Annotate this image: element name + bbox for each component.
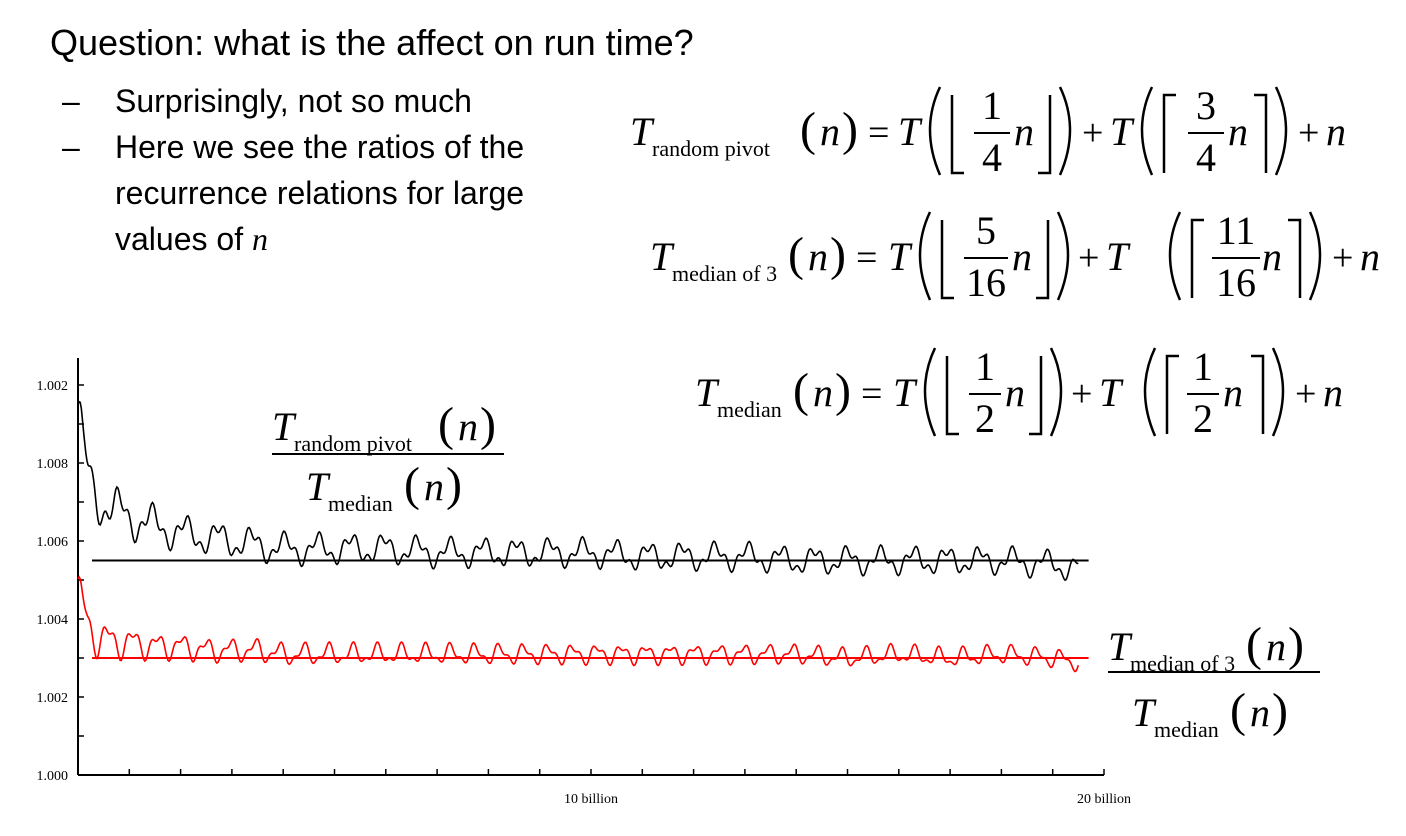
svg-text:=: = — [868, 112, 889, 154]
svg-text:(: ( — [404, 458, 420, 511]
svg-text:T: T — [893, 370, 918, 415]
slide-title: Question: what is the affect on run time… — [50, 22, 694, 63]
equation-subscript: random pivot — [652, 136, 770, 161]
svg-text:+: + — [1298, 112, 1319, 154]
svg-text:T: T — [1099, 370, 1124, 415]
svg-text:=: = — [861, 373, 882, 415]
y-tick-label: 1.004 — [37, 613, 69, 628]
fraction-numerator: 3 — [1196, 83, 1216, 128]
svg-text:n: n — [1360, 234, 1380, 279]
y-tick-label: 1.002 — [37, 691, 69, 706]
fraction-denominator: 4 — [982, 135, 1002, 180]
svg-text:T: T — [888, 234, 913, 279]
svg-text:): ) — [1272, 684, 1288, 737]
fraction-numerator: 1 — [975, 344, 995, 389]
svg-text:n: n — [820, 109, 840, 154]
equation-random-pivot: T random pivot ( n ) = T 1 4 n + T 3 4 n… — [630, 83, 1346, 180]
svg-text:n: n — [1262, 234, 1282, 279]
paren: ( — [800, 103, 816, 156]
series-line — [77, 400, 1079, 582]
equation-subscript: median of 3 — [672, 261, 777, 286]
svg-text:n: n — [1005, 370, 1025, 415]
svg-text:+: + — [1071, 373, 1092, 415]
svg-text:+: + — [1295, 373, 1316, 415]
svg-text:n: n — [458, 404, 478, 449]
y-tick-label: 1.006 — [37, 535, 69, 550]
svg-text:T: T — [630, 109, 655, 154]
bullet-text: Here we see the ratios of the recurrence… — [115, 124, 615, 262]
svg-text:n: n — [813, 370, 833, 415]
ratio-label-random-pivot: T random pivot ( n ) T median ( n ) — [272, 398, 504, 516]
bullet-text: Surprisingly, not so much — [115, 83, 472, 119]
svg-text:T: T — [272, 404, 297, 449]
ratio-denominator-subscript: median — [328, 491, 393, 516]
svg-text:): ) — [830, 228, 846, 281]
fraction-denominator: 4 — [1196, 135, 1216, 180]
fraction-denominator: 2 — [975, 396, 995, 441]
svg-text:n: n — [1012, 234, 1032, 279]
bullet-variable: n — [251, 221, 268, 257]
svg-text:(: ( — [438, 398, 454, 451]
svg-text:n: n — [424, 464, 444, 509]
bullet-dash: – — [62, 83, 80, 119]
svg-text:(: ( — [1246, 618, 1262, 671]
svg-text:T: T — [1132, 690, 1157, 735]
equation-subscript: median — [717, 397, 782, 422]
svg-text:(: ( — [1230, 684, 1246, 737]
svg-text:n: n — [1014, 109, 1034, 154]
y-tick-label: 1.002 — [37, 379, 69, 394]
svg-text:n: n — [1223, 370, 1243, 415]
svg-text:T: T — [898, 109, 923, 154]
svg-text:+: + — [1332, 237, 1353, 279]
fraction-numerator: 1 — [982, 83, 1002, 128]
bullet-item: – Surprisingly, not so much — [62, 78, 635, 124]
bullet-list: – Surprisingly, not so much – Here we se… — [62, 78, 635, 262]
svg-text:T: T — [650, 234, 675, 279]
svg-text:): ) — [480, 398, 496, 451]
y-tick-label: 1.008 — [37, 457, 69, 472]
ratio-label-median-of-3: T median of 3 ( n ) T median ( n ) — [1108, 618, 1320, 742]
svg-text:+: + — [1078, 237, 1099, 279]
svg-text:n: n — [1326, 109, 1346, 154]
bullet-text-body: Here we see the ratios of the recurrence… — [115, 129, 525, 257]
svg-text:): ) — [1288, 618, 1304, 671]
svg-text:+: + — [1082, 112, 1103, 154]
ratio-numerator-subscript: random pivot — [294, 431, 412, 456]
svg-text:T: T — [306, 464, 331, 509]
svg-text:T: T — [1106, 234, 1131, 279]
svg-text:T: T — [1110, 109, 1135, 154]
ratio-denominator-subscript: median — [1154, 717, 1219, 742]
fraction-numerator: 5 — [976, 208, 996, 253]
fraction-denominator: 2 — [1193, 396, 1213, 441]
equation-median: T median ( n ) = T 1 2 n + T 1 2 n + n — [695, 344, 1343, 441]
svg-text:): ) — [835, 364, 851, 417]
svg-text:(: ( — [793, 364, 809, 417]
svg-text:n: n — [1228, 109, 1248, 154]
svg-text:): ) — [842, 103, 858, 156]
y-tick-label: 1.000 — [37, 769, 69, 784]
fraction-numerator: 1 — [1193, 344, 1213, 389]
svg-text:n: n — [1266, 624, 1286, 669]
svg-text:(: ( — [788, 228, 804, 281]
svg-text:n: n — [808, 234, 828, 279]
series-line — [77, 575, 1080, 673]
svg-text:=: = — [856, 237, 877, 279]
equation-median-of-3: T median of 3 ( n ) = T 5 16 n + T 11 16… — [650, 208, 1380, 305]
fraction-denominator: 16 — [966, 260, 1006, 305]
svg-text:): ) — [446, 458, 462, 511]
fraction-denominator: 16 — [1216, 260, 1256, 305]
svg-text:n: n — [1250, 690, 1270, 735]
x-tick-label: 10 billion — [564, 792, 618, 807]
svg-text:n: n — [1323, 370, 1343, 415]
svg-text:T: T — [1108, 624, 1133, 669]
bullet-item: – Here we see the ratios of the recurren… — [62, 124, 635, 262]
svg-text:T: T — [695, 370, 720, 415]
fraction-numerator: 11 — [1217, 208, 1256, 253]
bullet-dash: – — [62, 129, 80, 165]
x-tick-label: 20 billion — [1077, 792, 1131, 807]
